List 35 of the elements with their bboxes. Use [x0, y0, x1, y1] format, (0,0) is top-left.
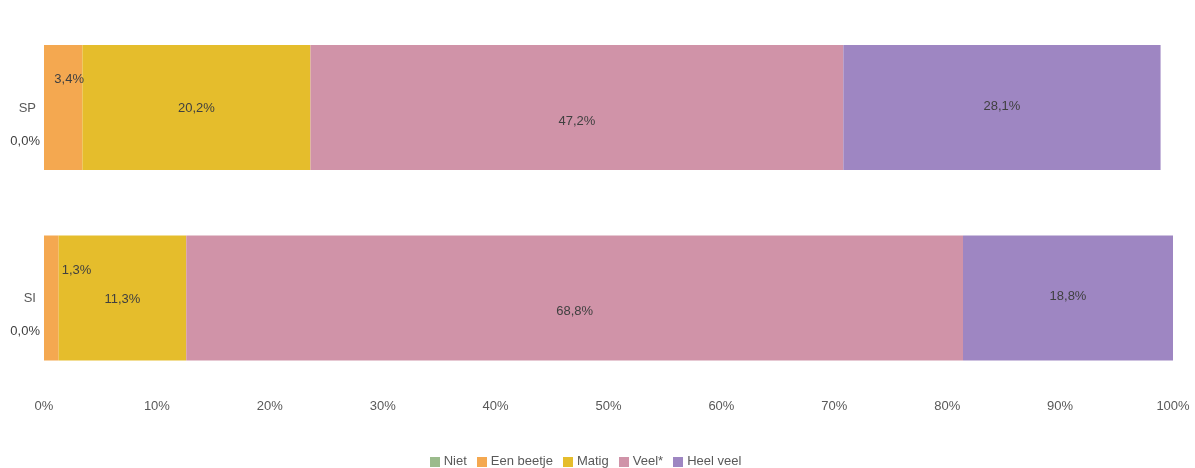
data-label: 11,3%	[104, 290, 141, 306]
data-label: 47,2%	[558, 112, 596, 128]
data-label: 68,8%	[556, 303, 594, 318]
legend-label: Niet	[443, 453, 467, 468]
y-tick-label: SI	[23, 290, 36, 306]
bar	[44, 235, 59, 361]
bar	[843, 45, 1161, 170]
x-tick-label: 100%	[1156, 398, 1191, 414]
x-tick-label: 90%	[1047, 398, 1074, 414]
bar	[186, 235, 964, 361]
bar	[82, 45, 311, 170]
data-label: 28,1%	[983, 97, 1021, 113]
data-label: 1,3%	[61, 261, 92, 277]
x-tick-label: 50%	[595, 398, 622, 414]
x-tick-label: 0%	[34, 398, 54, 414]
data-label: 0,0%	[10, 132, 41, 148]
bar	[58, 235, 187, 361]
data-label: 20,2%	[177, 100, 216, 115]
legend-label: Matig	[576, 453, 609, 468]
x-tick-label: 70%	[821, 398, 848, 414]
x-tick-label: 10%	[143, 398, 171, 414]
data-label: 18,8%	[1049, 288, 1087, 303]
x-tick-label: 40%	[482, 398, 510, 414]
legend-label: Heel veel	[687, 453, 742, 468]
bar	[310, 45, 844, 170]
y-tick-label: SP	[18, 99, 36, 115]
bar	[44, 45, 83, 170]
legend-label: Een beetje	[490, 453, 553, 468]
x-tick-label: 20%	[256, 398, 284, 414]
x-tick-label: 80%	[934, 398, 961, 414]
data-label: 0,0%	[10, 323, 41, 338]
x-tick-label: 60%	[708, 398, 735, 414]
data-label: 3,4%	[54, 71, 85, 87]
legend-label: Veel*	[632, 453, 664, 468]
x-tick-label: 30%	[369, 398, 397, 414]
